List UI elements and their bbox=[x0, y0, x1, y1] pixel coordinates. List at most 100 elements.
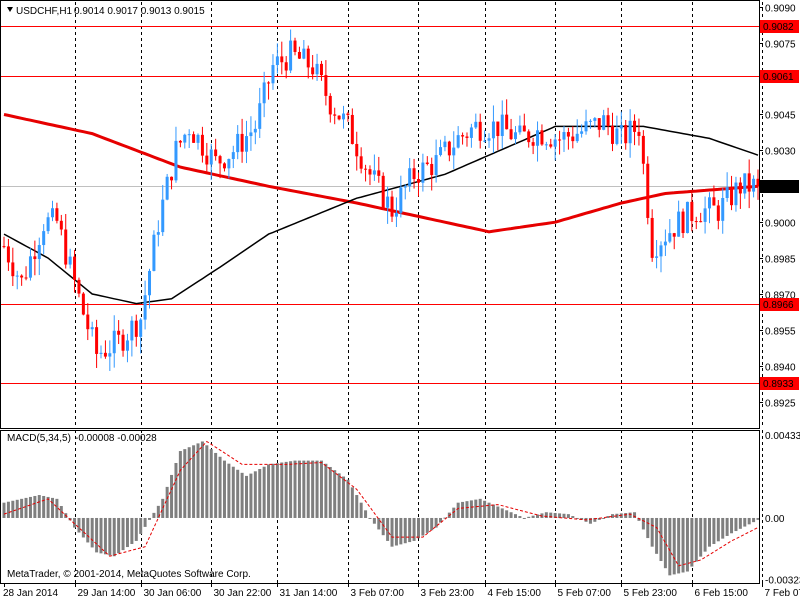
macd-bar bbox=[523, 518, 526, 519]
candle-bear bbox=[532, 142, 535, 146]
macd-y-tick-label: -0.00323 bbox=[765, 576, 800, 587]
macd-bar bbox=[712, 518, 715, 544]
macd-bar bbox=[505, 510, 508, 518]
macd-bar bbox=[11, 501, 14, 518]
candle-bear bbox=[523, 126, 526, 132]
candle-bear bbox=[527, 131, 530, 142]
candle-bear bbox=[214, 150, 217, 157]
x-tick-label: 30 Jan 22:00 bbox=[214, 588, 272, 599]
candle-bull bbox=[743, 173, 746, 193]
candle-bear bbox=[748, 173, 751, 191]
candle-bear bbox=[377, 170, 380, 175]
macd-bar bbox=[258, 469, 261, 518]
candle-bear bbox=[633, 121, 636, 132]
candle-bull bbox=[752, 179, 755, 192]
candle-bull bbox=[655, 256, 658, 257]
candle-bear bbox=[223, 163, 226, 168]
macd-bar bbox=[179, 451, 182, 518]
macd-bar bbox=[699, 518, 702, 557]
macd-bar bbox=[183, 449, 186, 518]
candle-bull bbox=[130, 321, 133, 341]
macd-bar bbox=[704, 518, 707, 552]
macd-panel-frame bbox=[1, 431, 760, 584]
macd-bar bbox=[33, 496, 36, 518]
candle-bull bbox=[602, 115, 605, 130]
candle-bull bbox=[576, 134, 579, 141]
candle-bull bbox=[232, 152, 235, 159]
candle-bear bbox=[117, 331, 120, 335]
candle-bull bbox=[435, 155, 438, 175]
macd-bar bbox=[421, 518, 424, 536]
candle-bear bbox=[461, 135, 464, 136]
macd-bar bbox=[108, 518, 111, 555]
symbol-label: USDCHF,H1 bbox=[16, 6, 73, 17]
macd-bar bbox=[518, 516, 521, 518]
macd-bar bbox=[170, 475, 173, 518]
macd-bar bbox=[280, 463, 283, 518]
candle-bear bbox=[205, 156, 208, 165]
macd-bar bbox=[122, 518, 125, 550]
triangle-down-icon[interactable] bbox=[7, 7, 13, 12]
candle-bear bbox=[64, 230, 67, 265]
macd-bar bbox=[492, 505, 495, 518]
candle-bull bbox=[457, 135, 460, 147]
macd-bar bbox=[25, 498, 28, 518]
candle-bear bbox=[333, 114, 336, 115]
candle-bull bbox=[342, 114, 345, 120]
candle-bear bbox=[320, 64, 323, 75]
macd-bar bbox=[232, 467, 235, 518]
macd-bar bbox=[717, 518, 720, 541]
price-axis: 0.90900.90750.90450.90300.90000.89850.89… bbox=[759, 4, 800, 587]
macd-bar bbox=[263, 467, 266, 518]
candle-bear bbox=[285, 62, 288, 70]
candle-bull bbox=[47, 217, 50, 231]
candle-bull bbox=[188, 134, 191, 135]
level-tag: 0.8966 bbox=[763, 300, 794, 311]
macd-bar bbox=[342, 477, 345, 518]
macd-bar bbox=[483, 501, 486, 518]
level-tag: 0.9061 bbox=[763, 72, 794, 83]
candle-bear bbox=[298, 52, 301, 59]
macd-bar bbox=[673, 518, 676, 574]
candle-bull bbox=[276, 56, 279, 65]
macd-bar bbox=[210, 449, 213, 518]
x-tick-label: 5 Feb 07:00 bbox=[558, 588, 612, 599]
candle-bull bbox=[100, 353, 103, 354]
candle-bear bbox=[549, 144, 552, 146]
macd-bar bbox=[245, 476, 248, 518]
macd-bar bbox=[117, 518, 120, 553]
macd-bar bbox=[100, 518, 103, 553]
macd-bar bbox=[130, 518, 133, 544]
candle-bull bbox=[562, 132, 565, 140]
candle-bull bbox=[152, 235, 155, 271]
macd-bar bbox=[690, 518, 693, 567]
y-tick-label: 0.9045 bbox=[765, 111, 796, 122]
candle-bear bbox=[739, 183, 742, 194]
candle-bull bbox=[686, 202, 689, 233]
macd-bar bbox=[161, 499, 164, 518]
macd-bar bbox=[668, 518, 671, 575]
macd-bar bbox=[241, 473, 244, 518]
candle-bear bbox=[3, 246, 6, 247]
macd-bar bbox=[38, 495, 41, 518]
macd-bar bbox=[333, 470, 336, 518]
candle-bear bbox=[86, 315, 89, 330]
candle-bull bbox=[38, 245, 41, 259]
macd-bar bbox=[527, 517, 530, 518]
macd-bar bbox=[126, 518, 129, 547]
macd-bar bbox=[391, 518, 394, 547]
macd-bar bbox=[113, 518, 116, 556]
macd-bar bbox=[602, 518, 605, 519]
ohlc-values: 0.9014 0.9017 0.9013 0.9015 bbox=[74, 6, 205, 17]
candle-bull bbox=[289, 41, 292, 71]
candle-bear bbox=[682, 212, 685, 233]
candle-bull bbox=[593, 118, 596, 121]
macd-bar bbox=[562, 514, 565, 518]
x-tick-label: 31 Jan 14:00 bbox=[280, 588, 338, 599]
candle-bull bbox=[501, 115, 504, 136]
candle-bull bbox=[470, 127, 473, 137]
macd-bar bbox=[285, 462, 288, 518]
candle-bear bbox=[558, 139, 561, 140]
